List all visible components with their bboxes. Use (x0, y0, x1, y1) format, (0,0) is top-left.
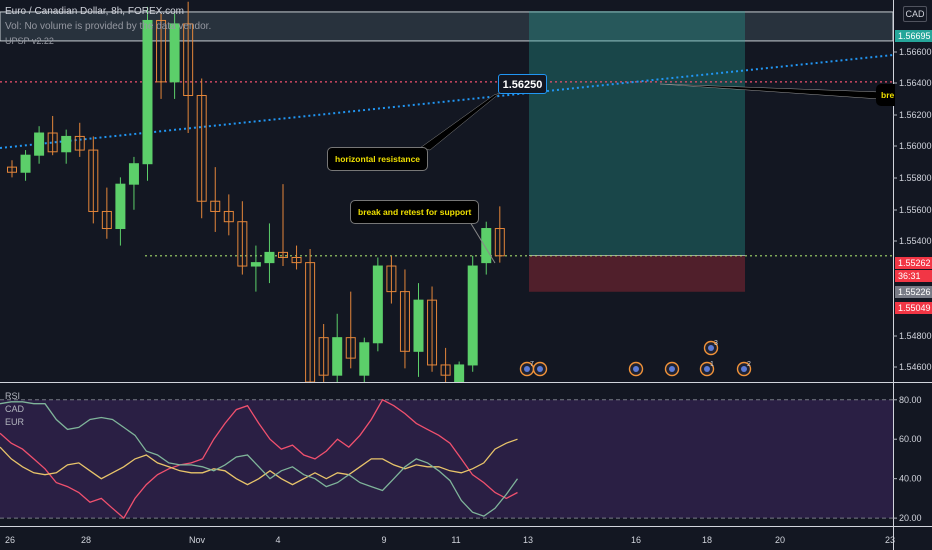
price-tick-label: 1.56200 (899, 110, 932, 120)
price-tick-label: 1.54800 (899, 331, 932, 341)
event-icon-badge: 3 (714, 340, 718, 347)
candle-body (291, 257, 302, 264)
price-tick-label: 1.56600 (899, 47, 932, 57)
candle-body (156, 19, 167, 83)
rsi-label: RSI (5, 391, 21, 401)
candle-body (74, 135, 85, 151)
time-tick-label: 28 (81, 535, 91, 545)
indicator-name: UPSP v2.22 (5, 36, 54, 46)
candle-body (88, 149, 99, 212)
candle-body (115, 183, 126, 230)
time-tick-label: 23 (885, 535, 895, 545)
price-tick-label: 1.54600 (899, 362, 932, 372)
candle-body (399, 291, 410, 352)
volume-note: Vol: No volume is provided by the data v… (5, 21, 212, 32)
currency-button[interactable]: CAD (903, 6, 927, 22)
symbol-title: Euro / Canadian Dollar, 8h, FOREX.com (5, 6, 184, 17)
rsi-eur-line (0, 438, 518, 486)
candle-body (413, 299, 424, 352)
annotation-horizontal-resistance: horizontal resistance (327, 147, 429, 171)
candle-body (494, 228, 505, 257)
candle-body (345, 337, 356, 359)
candle-body (372, 265, 383, 344)
price-tick-label: 1.55600 (899, 205, 932, 215)
time-tick-label: 20 (775, 535, 785, 545)
price-label-stop: 1.55049 (895, 302, 932, 314)
candle-body (250, 262, 261, 267)
candle-body (210, 200, 221, 212)
callout-price: 1.56250 (498, 74, 547, 94)
candle-body (386, 265, 397, 293)
event-icon-core (537, 366, 543, 372)
loss-zone (529, 255, 745, 292)
price-label-target: 1.56695 (895, 30, 932, 42)
annotation-break-retest: break and retest for support (350, 200, 480, 224)
candle-body (454, 364, 465, 382)
candle-body (318, 337, 329, 376)
candle-body (101, 210, 112, 230)
time-tick-label: 26 (5, 535, 15, 545)
candle-body (481, 228, 492, 264)
time-tick-label: 4 (275, 535, 280, 545)
price-label-countdown: 36:31 (895, 270, 932, 282)
candle-body (34, 132, 45, 156)
time-tick-label: Nov (189, 535, 206, 545)
candle-body (278, 251, 288, 259)
time-tick-label: 9 (381, 535, 386, 545)
candle-body (467, 265, 478, 366)
event-icon-core (704, 366, 710, 372)
candle-body (440, 364, 451, 376)
event-icon-badge: 7 (530, 361, 534, 368)
price-pane: 7 3 1 2 (0, 1, 893, 382)
event-icon-core (669, 366, 675, 372)
candle-body (7, 166, 17, 173)
rsi-tick-label: 80.00 (899, 395, 922, 405)
time-tick-label: 11 (451, 535, 460, 545)
price-label-entry: 1.55262 (895, 257, 932, 269)
candle-body (183, 23, 194, 96)
candle-body (142, 19, 153, 165)
candle-body (223, 210, 234, 223)
candle-body (169, 23, 180, 83)
event-icon-core (524, 366, 530, 372)
rsi-band (0, 399, 893, 519)
event-icon-core (741, 366, 747, 372)
price-label-current: 1.55226 (895, 286, 932, 298)
retest-pointer (469, 221, 496, 264)
price-tick-label: 1.55800 (899, 173, 932, 183)
annotation-truncated: bre (876, 84, 895, 106)
time-tick-label: 13 (523, 535, 533, 545)
candle-body (237, 221, 248, 267)
event-icon-core (708, 345, 714, 351)
rsi-cad-line (0, 398, 518, 520)
rsi-tick-label: 40.00 (899, 474, 922, 484)
rsi-cad-label: CAD (5, 404, 25, 414)
candle-body (196, 95, 207, 202)
candle-body (305, 262, 316, 382)
event-icon-core (633, 366, 639, 372)
candle-body (61, 135, 72, 153)
price-tick-label: 1.56000 (899, 141, 932, 151)
rsi-tick-label: 20.00 (899, 513, 922, 523)
price-tick-label: 1.56400 (899, 78, 932, 88)
price-tick-label: 1.55400 (899, 236, 932, 246)
candle-body (47, 132, 58, 153)
rsi-eur-label: EUR (5, 417, 25, 427)
event-icon-badge: 1 (710, 361, 714, 368)
time-tick-label: 18 (702, 535, 712, 545)
candle-body (128, 163, 139, 185)
candle-body (359, 342, 370, 376)
candle-body (264, 251, 275, 264)
candle-body (332, 337, 343, 376)
rsi-tick-label: 60.00 (899, 434, 922, 444)
profit-zone (529, 11, 745, 256)
rsi-main-line (0, 401, 519, 517)
candle-body (427, 299, 438, 366)
event-icon-badge: 2 (747, 361, 751, 368)
time-tick-label: 16 (631, 535, 641, 545)
candle-body (20, 154, 31, 173)
